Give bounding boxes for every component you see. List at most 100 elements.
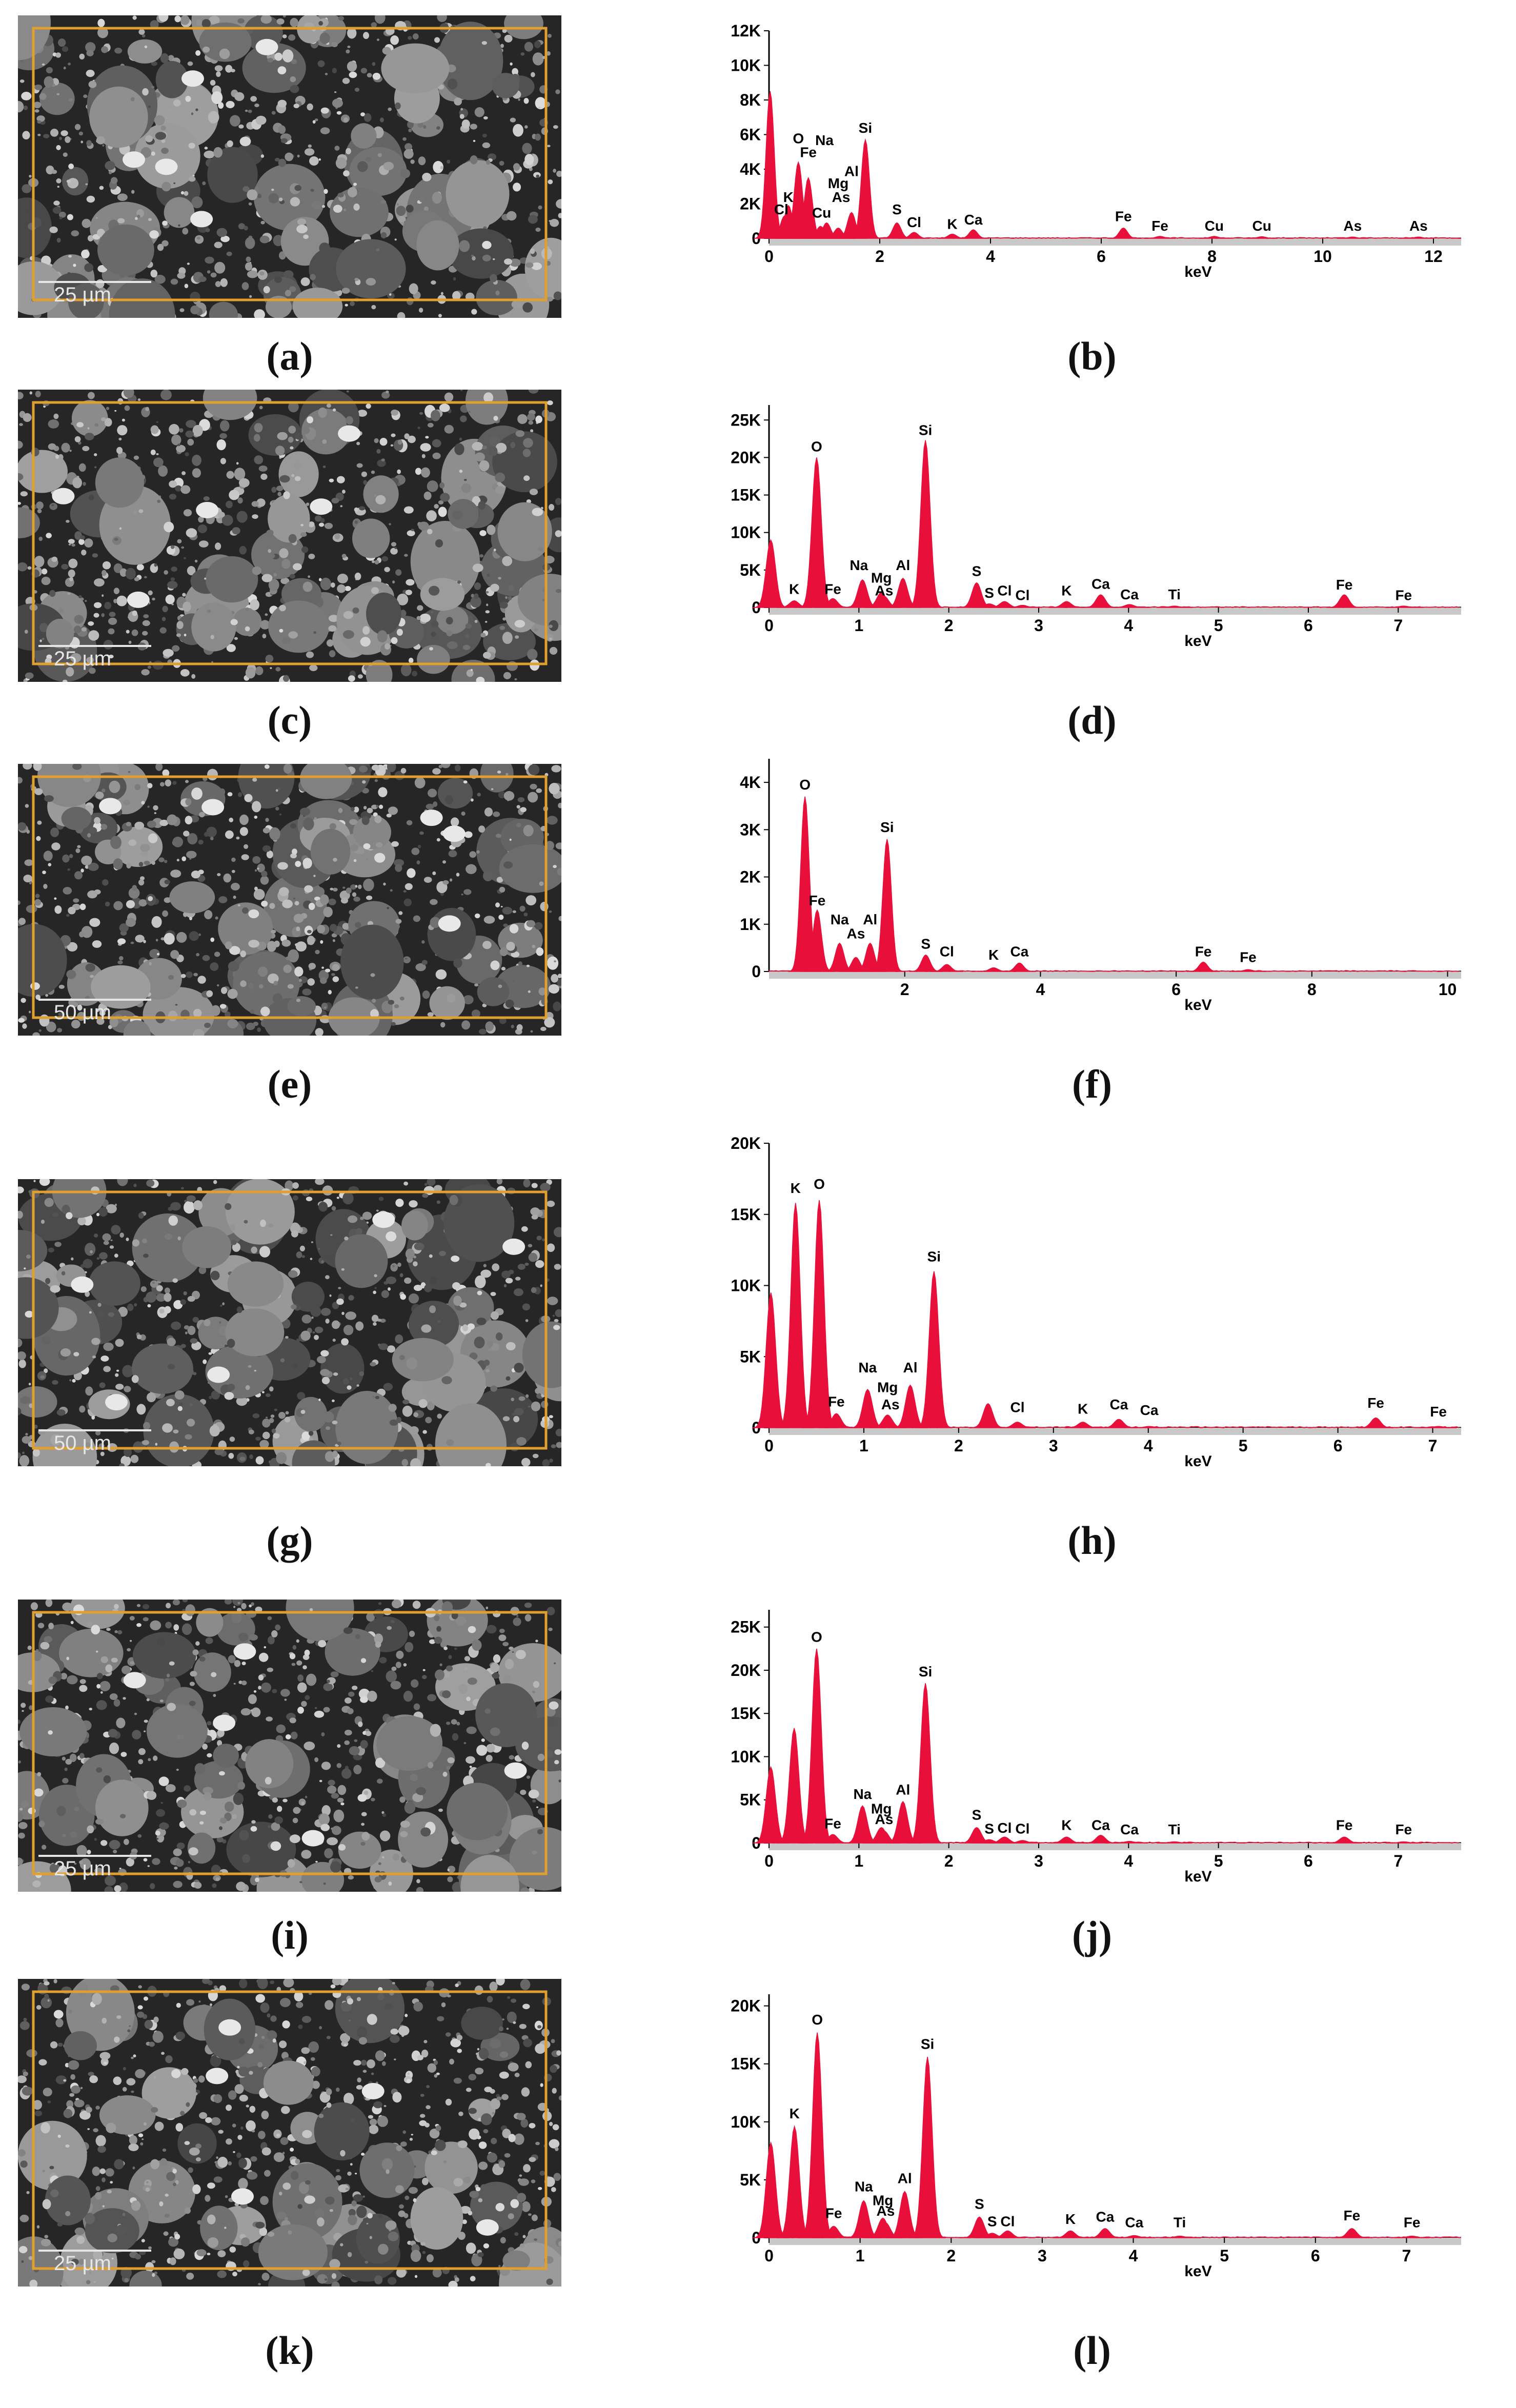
particle: [204, 1022, 211, 1028]
particle: [274, 1408, 277, 1411]
particle: [337, 584, 346, 593]
particle: [499, 886, 506, 893]
particle: [49, 590, 56, 597]
particle: [406, 820, 413, 825]
particle: [338, 807, 343, 813]
particle: [212, 1883, 217, 1888]
particle: [105, 161, 115, 170]
particle: [94, 423, 99, 427]
particle: [264, 764, 270, 769]
particle: [300, 277, 310, 286]
particle: [207, 2253, 211, 2256]
particle: [474, 620, 478, 623]
particle: [372, 1395, 375, 1398]
particle: [355, 1228, 362, 1235]
particle: [386, 1231, 397, 1242]
particle: [308, 144, 312, 148]
particle: [227, 1339, 235, 1348]
particle: [360, 68, 368, 74]
particle: [490, 1663, 500, 1673]
particle: [558, 1779, 561, 1783]
x-tick-label: 10: [1313, 247, 1332, 266]
particle: [521, 1458, 531, 1466]
particle: [444, 795, 454, 805]
particle: [54, 905, 62, 914]
particle: [536, 947, 544, 956]
particle: [132, 1239, 139, 1247]
particle: [464, 831, 473, 838]
element-label: Cu: [1252, 218, 1271, 234]
particle: [45, 994, 48, 997]
particle: [396, 206, 406, 216]
particle: [265, 613, 268, 616]
particle: [357, 674, 363, 679]
analysis-frame: [32, 1190, 548, 1450]
particle: [332, 98, 343, 108]
element-label: Cl: [774, 201, 789, 217]
particle: [138, 899, 147, 907]
analysis-frame: [32, 775, 548, 1019]
particle: [196, 236, 200, 240]
particle: [335, 1391, 398, 1464]
y-tick-label: 15K: [731, 1205, 761, 1224]
particle: [441, 1376, 452, 1385]
particle: [279, 604, 286, 612]
particle: [413, 1285, 422, 1291]
particle: [62, 1204, 70, 1215]
particle: [447, 1783, 508, 1840]
particle: [413, 1261, 418, 1267]
particle: [290, 446, 294, 450]
particle: [126, 900, 135, 908]
particle: [551, 974, 559, 983]
particle: [310, 274, 316, 280]
particle: [311, 200, 321, 210]
particle: [111, 1225, 121, 1235]
particle: [97, 1303, 102, 1307]
particle: [136, 1604, 141, 1607]
particle: [526, 920, 536, 927]
element-label: Fe: [1151, 218, 1168, 234]
particle: [315, 1028, 324, 1036]
particle: [189, 1701, 196, 1706]
particle: [493, 416, 498, 421]
particle: [226, 500, 233, 509]
particle: [268, 494, 310, 543]
particle: [336, 1298, 344, 1305]
particle: [67, 178, 79, 189]
particle: [253, 1690, 257, 1693]
particle: [260, 1219, 266, 1227]
particle: [262, 1431, 270, 1440]
particle: [137, 214, 140, 218]
particle: [394, 1004, 399, 1008]
particle: [471, 309, 477, 315]
particle: [55, 52, 61, 58]
element-label: Si: [919, 422, 932, 438]
particle: [140, 844, 150, 852]
particle: [298, 2025, 303, 2029]
scale-label: 50 µm: [54, 1001, 111, 1024]
particle: [503, 791, 515, 801]
particle: [179, 428, 184, 433]
particle: [354, 1739, 358, 1742]
particle: [199, 1821, 204, 1825]
particle: [308, 963, 316, 969]
particle: [337, 1797, 344, 1803]
element-label: Fe: [828, 1393, 845, 1409]
particle: [193, 1008, 202, 1018]
particle: [169, 423, 179, 435]
particle: [258, 984, 264, 989]
x-tick-label: 0: [764, 247, 774, 266]
particle: [325, 73, 328, 75]
particle: [308, 575, 310, 578]
particle: [217, 873, 221, 876]
particle: [283, 270, 294, 278]
particle: [492, 1263, 500, 1271]
particle: [390, 35, 399, 45]
particle: [91, 1625, 100, 1635]
particle: [155, 60, 189, 98]
y-tick-label: 4K: [740, 160, 761, 178]
particle: [353, 815, 391, 849]
particle: [63, 66, 66, 70]
particle: [528, 215, 538, 224]
particle: [340, 897, 349, 904]
